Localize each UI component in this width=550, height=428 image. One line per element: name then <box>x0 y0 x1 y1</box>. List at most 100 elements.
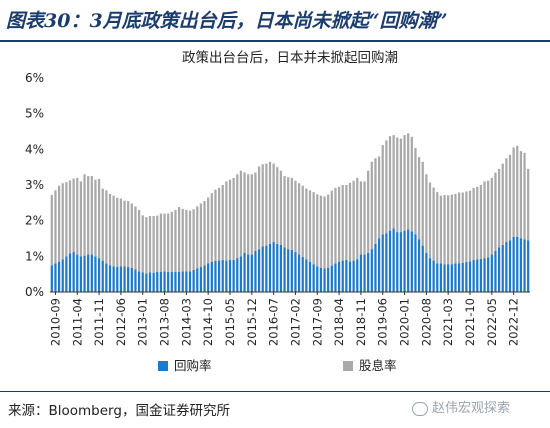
bar-buyback <box>348 261 352 292</box>
bar-buyback <box>487 257 490 292</box>
bar-dividend <box>476 186 479 260</box>
bar-dividend <box>497 168 501 248</box>
bar-buyback <box>199 267 203 292</box>
bar-buyback <box>112 266 115 292</box>
bar-buyback <box>512 236 515 292</box>
bar-buyback <box>156 272 159 292</box>
bar-buyback <box>403 230 406 292</box>
bar-dividend <box>254 172 257 251</box>
figure-title: 图表30：3月底政策出台后，日本尚未掀起“回购潮” <box>6 10 448 32</box>
bar-dividend <box>283 176 286 248</box>
y-tick-label: 0% <box>25 285 44 299</box>
bar-dividend <box>156 215 159 273</box>
bar-buyback <box>123 266 126 292</box>
bar-dividend <box>65 182 68 257</box>
bar-buyback <box>345 259 348 292</box>
bar-buyback <box>130 267 133 292</box>
bar-dividend <box>261 164 264 247</box>
bar-dividend <box>352 180 355 261</box>
bar-buyback <box>472 259 475 292</box>
bar-buyback <box>217 260 221 292</box>
legend-label-dividend: 股息率 <box>359 358 397 373</box>
bar-buyback <box>228 259 232 292</box>
bar-dividend <box>290 177 293 250</box>
bar-dividend <box>381 145 384 235</box>
bar-dividend <box>163 213 166 272</box>
bar-dividend <box>101 188 104 261</box>
bar-dividend <box>279 170 283 245</box>
bar-buyback <box>137 271 141 292</box>
bar-buyback <box>490 254 493 292</box>
bar-buyback <box>516 236 519 292</box>
legend-swatch-dividend <box>343 361 353 371</box>
bar-buyback <box>254 250 257 292</box>
bar-buyback <box>181 271 184 292</box>
bar-buyback <box>61 259 64 292</box>
bar-buyback <box>392 228 395 292</box>
bar-buyback <box>443 264 446 292</box>
x-tick-label: 2022-12 <box>507 298 521 346</box>
bar-buyback <box>261 246 264 292</box>
bar-dividend <box>490 177 493 255</box>
bar-dividend <box>87 176 90 255</box>
bar-dividend <box>170 211 173 273</box>
bar-buyback <box>305 259 308 292</box>
bar-dividend <box>247 174 250 255</box>
bar-dividend <box>268 161 272 244</box>
bar-buyback <box>188 271 192 292</box>
footer-divider <box>0 391 550 392</box>
x-tick-label: 2015-05 <box>223 298 237 346</box>
bar-dividend <box>468 190 472 262</box>
bar-dividend <box>112 195 115 267</box>
bar-dividend <box>308 190 312 262</box>
x-tick-label: 2017-09 <box>310 298 324 346</box>
bar-buyback <box>287 249 290 292</box>
bar-dividend <box>508 154 512 241</box>
bar-buyback <box>170 272 173 292</box>
bar-buyback <box>297 254 301 292</box>
bar-dividend <box>221 185 224 260</box>
bar-dividend <box>177 207 181 272</box>
bar-dividend <box>203 201 206 266</box>
bar-dividend <box>316 194 319 267</box>
bar-buyback <box>247 254 250 292</box>
stacked-bar-chart: 政策出台台后，日本并未掀起回购潮 0% 1% 2% 3% 4% 5% 6% 2010-09 201… <box>25 49 530 373</box>
bar-buyback <box>276 243 279 292</box>
bar-dividend <box>410 136 413 232</box>
bar-dividend <box>72 178 75 253</box>
bar-dividend <box>123 200 126 267</box>
bar-buyback <box>308 261 312 292</box>
bar-dividend <box>192 209 195 270</box>
bar-buyback <box>352 260 355 292</box>
bar-buyback <box>236 258 239 292</box>
bar-dividend <box>145 217 148 274</box>
bar-dividend <box>236 174 239 259</box>
bar-dividend <box>436 192 439 264</box>
bar-dividend <box>523 152 526 240</box>
bar-buyback <box>57 261 61 292</box>
bar-buyback <box>54 263 57 292</box>
bar-dividend <box>214 189 217 261</box>
bar-dividend <box>61 183 64 260</box>
bar-dividend <box>527 168 530 241</box>
bar-buyback <box>152 272 155 292</box>
bar-dividend <box>57 185 61 262</box>
bar-buyback <box>359 254 363 292</box>
bar-dividend <box>319 195 323 268</box>
bar-dividend <box>54 190 57 264</box>
bar-buyback <box>196 268 199 292</box>
bar-buyback <box>425 252 428 292</box>
bar-buyback <box>527 240 530 292</box>
bar-dividend <box>443 194 446 265</box>
x-tick-label: 2015-12 <box>245 298 259 346</box>
bar-buyback <box>72 252 75 292</box>
bar-dividend <box>301 185 304 258</box>
bar-buyback <box>174 271 177 292</box>
bar-dividend <box>243 172 246 253</box>
bar-dividend <box>152 216 155 273</box>
watermark: 赵伟宏观探索 <box>412 397 510 416</box>
bar-dividend <box>457 192 461 264</box>
bar-buyback <box>439 263 443 292</box>
title-divider <box>0 40 550 42</box>
x-tick-label: 2017-02 <box>288 298 302 346</box>
